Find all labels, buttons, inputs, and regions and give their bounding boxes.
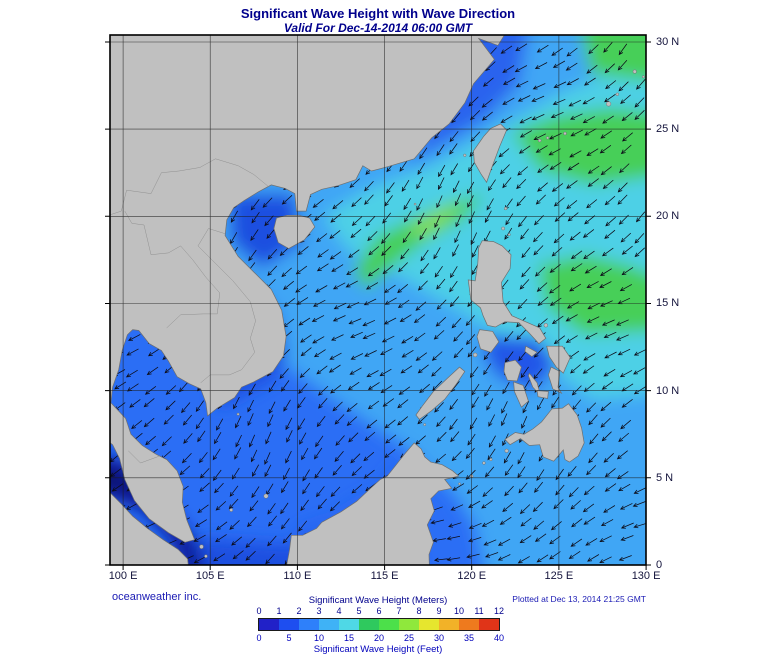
- legend-meter-tick: 2: [296, 606, 302, 616]
- country-borders: [110, 158, 269, 464]
- legend-feet-tick: 10: [313, 633, 325, 643]
- legend-feet-tick: 15: [343, 633, 355, 643]
- legend-color-segment: [459, 619, 479, 630]
- chart-subtitle: Valid For Dec-14-2014 06:00 GMT: [283, 21, 473, 35]
- legend-meter-tick: 1: [276, 606, 282, 616]
- legend-meter-tick: 11: [474, 606, 484, 616]
- legend-feet-tick: 30: [433, 633, 445, 643]
- legend-color-segment: [319, 619, 339, 630]
- legend-feet-tick: 0: [256, 633, 262, 643]
- legend-colorbar: [258, 618, 500, 631]
- legend-meter-tick: 12: [493, 606, 505, 616]
- y-tick-label: 0: [656, 558, 663, 571]
- legend-color-segment: [339, 619, 359, 630]
- chart-title: Significant Wave Height with Wave Direct…: [240, 6, 516, 21]
- legend-meter-tick: 10: [453, 606, 465, 616]
- legend-feet-tick: 5: [286, 633, 292, 643]
- wave-map: [105, 34, 651, 570]
- credit-text: oceanweather inc.: [112, 591, 202, 603]
- legend-feet-tick: 40: [493, 633, 505, 643]
- legend-feet-tick: 35: [463, 633, 475, 643]
- y-tick-label: 25 N: [656, 123, 680, 136]
- map-border: [109, 34, 647, 566]
- legend-color-segment: [379, 619, 399, 630]
- legend-color-segment: [259, 619, 279, 630]
- legend-color-segment: [419, 619, 439, 630]
- legend-meter-tick: 3: [316, 606, 322, 616]
- legend-color-segment: [359, 619, 379, 630]
- legend-color-segment: [479, 619, 499, 630]
- legend-meter-tick: 9: [436, 606, 442, 616]
- axis-ticks: [105, 41, 651, 570]
- land-layer: [110, 35, 645, 565]
- map-clip-group: [110, 35, 646, 565]
- y-tick-label: 30 N: [656, 35, 680, 48]
- legend-meter-tick: 5: [356, 606, 362, 616]
- legend-color-segment: [279, 619, 299, 630]
- legend-feet-label: Significant Wave Height (Feet): [313, 644, 443, 655]
- grid-lines: [110, 35, 646, 565]
- legend-meter-tick: 0: [256, 606, 262, 616]
- y-tick-label: 15 N: [656, 297, 680, 310]
- legend-feet-tick: 20: [373, 633, 385, 643]
- y-tick-label: 5 N: [656, 471, 674, 484]
- plotted-timestamp: Plotted at Dec 13, 2014 21:25 GMT: [512, 594, 646, 604]
- legend-color-segment: [299, 619, 319, 630]
- y-tick-label: 20 N: [656, 210, 680, 223]
- legend-feet-tick: 25: [403, 633, 415, 643]
- legend-color-segment: [439, 619, 459, 630]
- legend-meter-tick: 8: [416, 606, 422, 616]
- legend-meter-tick: 7: [396, 606, 402, 616]
- legend-meters-label: Significant Wave Height (Meters): [308, 595, 448, 606]
- y-tick-label: 10 N: [656, 384, 680, 397]
- legend-meter-tick: 6: [376, 606, 382, 616]
- legend-color-segment: [399, 619, 419, 630]
- legend-meter-tick: 4: [336, 606, 342, 616]
